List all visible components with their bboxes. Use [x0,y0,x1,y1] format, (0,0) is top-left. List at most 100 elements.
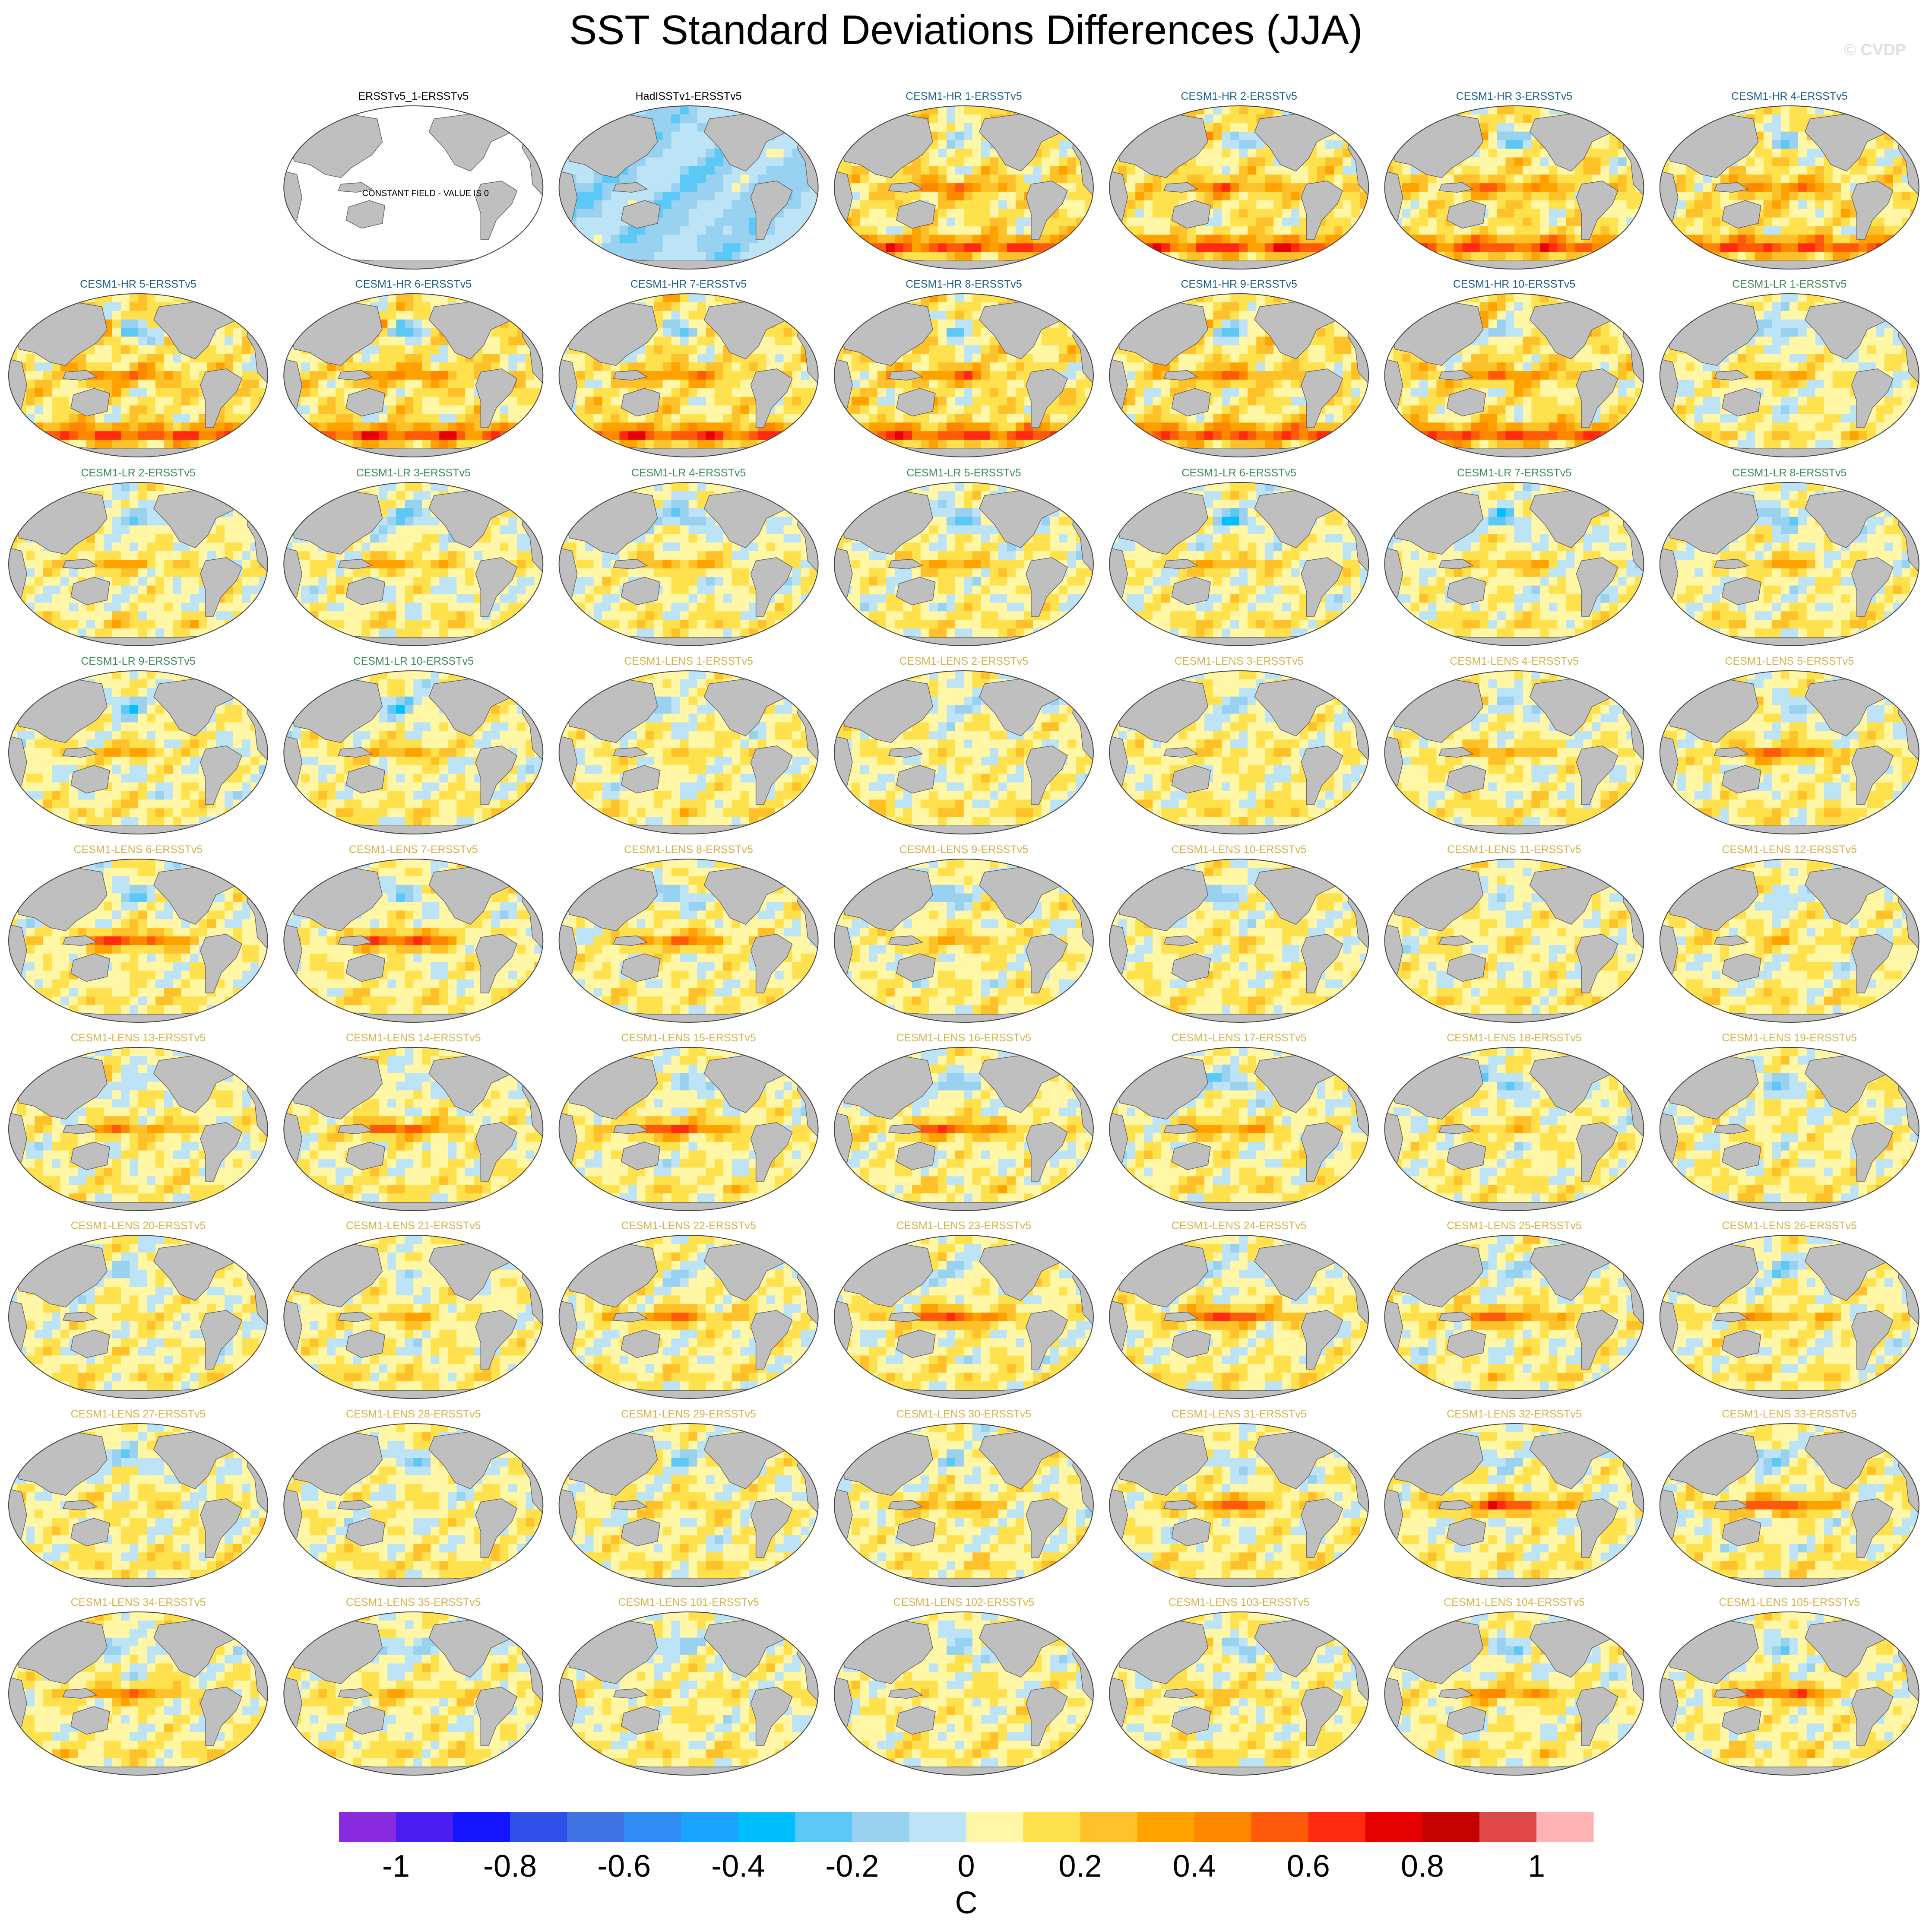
panel-title: CESM1-LR 1-ERSSTv5 [1732,278,1846,290]
land-mass [345,1142,386,1170]
colorbar-tick-label: 1 [1528,1849,1545,1884]
land-mass [62,935,98,946]
land-mass [62,1123,98,1135]
land-mass [1301,1498,1343,1558]
colorbar-tick-label: -0.6 [597,1849,651,1884]
panel-title: ERSSTv5_1-ERSSTv5 [358,90,469,102]
colorbar-swatch [1308,1812,1366,1842]
land-mass [70,388,110,417]
land-mass [750,1310,793,1370]
panel-title: HadISSTv1-ERSSTv5 [636,90,742,102]
panel-title: CESM1-LR 5-ERSSTv5 [906,467,1021,479]
land-mass [1438,558,1474,570]
map-panel: CESM1-LENS 28-ERSSTv5 [283,1408,544,1587]
land-mass [1026,934,1068,993]
map-panel: CESM1-LENS 8-ERSSTv5 [558,844,819,1023]
panel-title: CESM1-HR 2-ERSSTv5 [1181,90,1297,102]
map-panel: CESM1-LENS 35-ERSSTv5 [283,1596,544,1776]
land-mass [1171,1142,1211,1170]
panel-title: CESM1-LENS 6-ERSSTv5 [74,844,203,856]
land-mass [1301,181,1343,240]
land-mass [345,1706,386,1735]
map-panel: CESM1-LENS 101-ERSSTv5 [558,1596,819,1776]
land-mass [1026,181,1068,240]
map-panel: CESM1-HR 1-ERSSTv5 [833,90,1094,270]
land-mass [750,745,793,805]
land-mass [1576,1310,1618,1370]
panel-title: CESM1-LENS 17-ERSSTv5 [1172,1032,1307,1044]
land-mass [1721,953,1761,982]
land-mass [338,182,373,193]
panel-title: CESM1-LENS 20-ERSSTv5 [71,1220,206,1232]
panel-title: CESM1-LR 6-ERSSTv5 [1182,467,1296,479]
map-panel: ERSSTv5_1-ERSSTv5 CONSTANT FIELD - VALUE … [283,90,544,270]
land-mass [888,182,923,193]
map-panel: CESM1-LENS 24-ERSSTv5 [1109,1220,1369,1399]
colorbar-swatch [681,1812,738,1842]
land-mass [896,200,936,229]
panel-title: CESM1-LENS 23-ERSSTv5 [896,1220,1032,1232]
land-mass [896,577,936,606]
panel-title: CESM1-LENS 35-ERSSTv5 [346,1596,481,1608]
panel-title: CESM1-LENS 2-ERSSTv5 [899,655,1029,667]
land-mass [475,181,518,240]
panel-title: CESM1-LR 4-ERSSTv5 [631,467,746,479]
panel-title: CESM1-LENS 29-ERSSTv5 [621,1408,756,1420]
land-mass [888,1500,923,1511]
land-mass [896,765,936,794]
panel-title: CESM1-LR 10-ERSSTv5 [353,655,474,667]
land-mass [621,1142,661,1170]
colorbar-tick-label: -0.4 [711,1849,765,1884]
land-mass [888,1688,923,1699]
land-mass [621,953,661,982]
panel-title: CESM1-LENS 24-ERSSTv5 [1172,1220,1307,1232]
map-panel: CESM1-LENS 20-ERSSTv5 [8,1220,268,1399]
land-mass [345,1329,386,1358]
land-mass [1721,1706,1761,1735]
land-mass [1026,557,1068,617]
colorbar-swatch [396,1812,453,1842]
land-mass [338,1123,373,1135]
land-mass [1301,1310,1343,1370]
land-mass [62,1311,98,1323]
panel-title: CESM1-HR 1-ERSSTv5 [906,90,1022,102]
map-panel: CESM1-LENS 7-ERSSTv5 [283,844,544,1023]
land-mass [1576,1122,1618,1182]
land-mass [888,747,923,758]
land-mass [1026,1310,1068,1370]
colorbar-swatch [1251,1812,1309,1842]
panel-title: CESM1-LENS 8-ERSSTv5 [624,844,753,856]
land-mass [1713,1123,1749,1135]
land-mass [1438,935,1474,946]
panel-title: CESM1-LR 2-ERSSTv5 [81,467,195,479]
land-mass [1438,1688,1474,1699]
colorbar-swatch [567,1812,624,1842]
colorbar-tick-label: -1 [382,1849,410,1884]
panel-title: CESM1-LENS 4-ERSSTv5 [1450,655,1579,667]
land-mass [896,1329,936,1358]
land-mass [1713,370,1749,381]
map-panel: CESM1-LENS 12-ERSSTv5 [1659,844,1919,1023]
land-mass [1576,557,1618,617]
land-mass [1171,1329,1211,1358]
land-mass [621,765,661,794]
map-panel: CESM1-LR 10-ERSSTv5 [283,655,544,834]
land-mass [1713,1500,1749,1511]
land-mass [62,370,98,381]
map-panel: CESM1-HR 7-ERSSTv5 [558,278,819,457]
panel-title: CESM1-LENS 1-ERSSTv5 [624,655,753,667]
land-mass [613,1500,648,1511]
map-panel: CESM1-LENS 32-ERSSTv5 [1384,1408,1644,1587]
land-mass [1713,747,1749,758]
map-panel: CESM1-LR 4-ERSSTv5 [558,467,819,646]
panel-title: CESM1-HR 9-ERSSTv5 [1181,278,1297,290]
land-mass [1446,1142,1486,1170]
land-mass [1438,370,1474,381]
land-mass [1713,1688,1749,1699]
panel-title: CESM1-LENS 10-ERSSTv5 [1172,844,1307,856]
map-panel: CESM1-LR 7-ERSSTv5 [1384,467,1644,646]
land-mass [621,1518,661,1547]
panel-title: CESM1-LENS 16-ERSSTv5 [896,1032,1032,1044]
panel-title: CESM1-LENS 103-ERSSTv5 [1169,1596,1310,1608]
land-mass [1026,1687,1068,1746]
